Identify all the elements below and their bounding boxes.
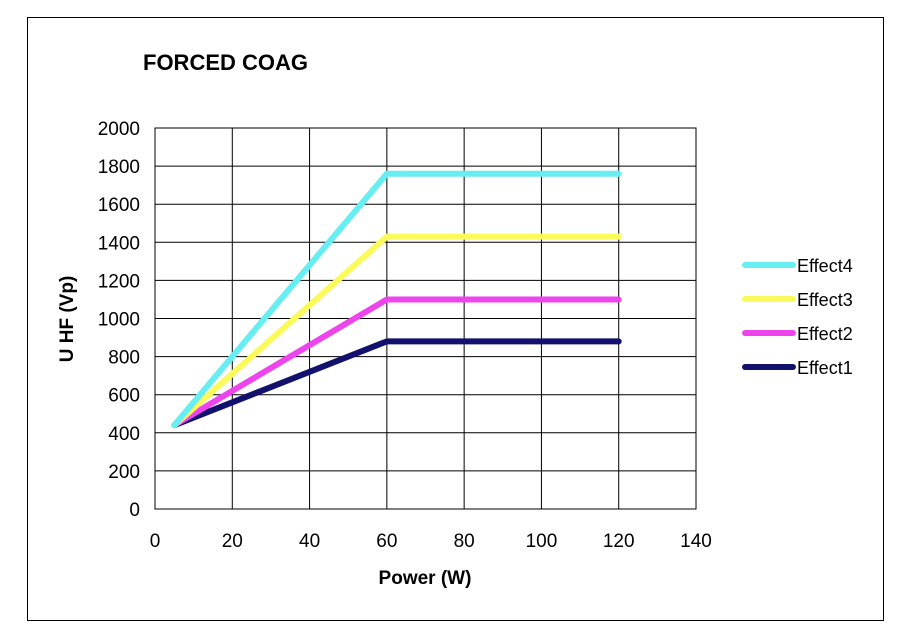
x-tick-label: 0 [150, 531, 161, 552]
x-tick-label: 60 [376, 531, 397, 552]
y-tick-label: 1200 [98, 271, 140, 292]
plot-area [154, 127, 697, 510]
x-tick-label: 120 [603, 531, 635, 552]
series-layer [171, 170, 622, 429]
y-tick-label: 800 [108, 348, 140, 369]
legend-label-effect2: Effect2 [797, 324, 853, 344]
grid-lines [154, 127, 697, 510]
y-tick-label: 1600 [98, 195, 140, 216]
x-axis-label: Power (W) [379, 568, 472, 589]
series-line-effect3 [171, 233, 622, 429]
x-tick-label: 100 [526, 531, 558, 552]
y-tick-label: 200 [108, 462, 140, 483]
y-tick-label: 0 [129, 500, 140, 521]
x-tick-label: 40 [299, 531, 320, 552]
y-tick-label: 400 [108, 424, 140, 445]
tick-labels: 0 20 40 60 80 100 120 1400200400600800100012001… [98, 119, 712, 552]
legend-label-effect1: Effect1 [797, 358, 853, 378]
y-tick-label: 1000 [98, 310, 140, 331]
y-tick-label: 1400 [98, 233, 140, 254]
legend: Effect4 Effect3 Effect2 Effect1 [742, 256, 853, 378]
legend-label-effect3: Effect3 [797, 290, 853, 310]
y-tick-label: 2000 [98, 119, 140, 140]
x-tick-label: 20 [222, 531, 243, 552]
series-line-effect4 [171, 170, 622, 429]
x-tick-label: 80 [454, 531, 475, 552]
series-line-effect1 [171, 338, 622, 429]
series-line-effect2 [171, 296, 622, 429]
y-tick-label: 1800 [98, 157, 140, 178]
chart-frame [27, 17, 884, 621]
y-tick-label: 600 [108, 386, 140, 407]
y-axis-label: U HF (Vp) [57, 276, 78, 363]
chart-title: FORCED COAG [143, 50, 308, 75]
legend-label-effect4: Effect4 [797, 256, 853, 276]
x-tick-label: 140 [680, 531, 712, 552]
